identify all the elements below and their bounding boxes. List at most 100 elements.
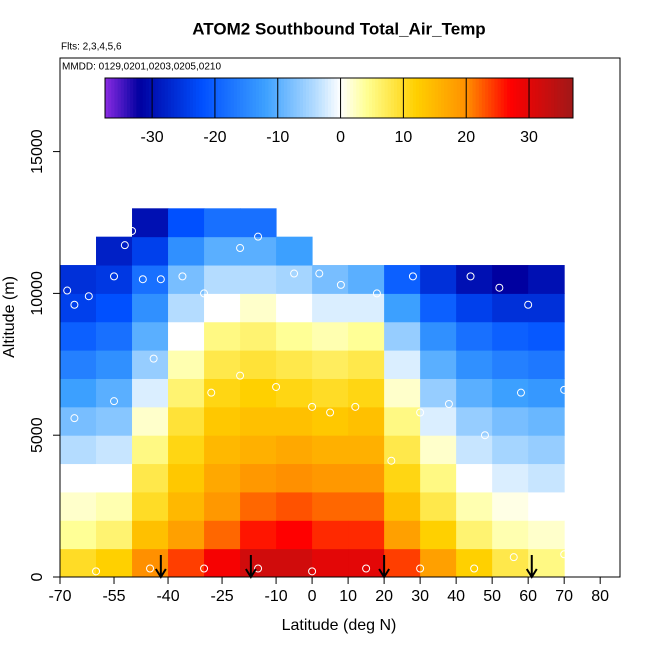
colorbar-strip <box>328 78 332 118</box>
x-tick-label: 0 <box>308 588 317 605</box>
colorbar-strip <box>321 78 326 118</box>
colorbar-strip <box>142 78 147 118</box>
heat-cell <box>204 548 241 578</box>
heat-cell <box>384 435 421 465</box>
flight-point <box>480 431 489 440</box>
heat-cell <box>312 406 349 436</box>
heat-cell <box>384 378 421 408</box>
heat-cell <box>528 321 565 351</box>
colorbar-strip <box>334 78 338 118</box>
colorbar-strip <box>381 78 385 118</box>
heat-cell <box>60 350 97 379</box>
heat-cell <box>240 208 277 238</box>
heat-cell <box>168 491 205 521</box>
heat-cell <box>456 435 493 465</box>
flight-point <box>110 272 119 281</box>
colorbar-strip <box>296 78 301 118</box>
heat-cell <box>60 406 97 436</box>
colorbar-strip <box>450 78 455 118</box>
colorbar-strip <box>437 78 442 118</box>
colorbar-strip <box>503 78 508 118</box>
heat-cell <box>204 435 241 465</box>
heat-cell <box>528 265 565 294</box>
colorbar-strip <box>174 78 178 118</box>
colorbar-strip <box>428 78 433 118</box>
heat-cell <box>240 463 277 493</box>
colorbar-strip <box>117 78 122 118</box>
colorbar-strip <box>359 78 363 118</box>
heat-cell <box>276 406 313 436</box>
colorbar-strip <box>236 78 241 118</box>
flight-point <box>524 300 533 309</box>
colorbar-strip <box>557 78 561 118</box>
heat-cell <box>276 435 313 465</box>
colorbar-strip <box>240 78 244 118</box>
flight-point <box>63 286 72 295</box>
colorbar-strip <box>403 78 407 118</box>
colorbar-strip <box>252 78 257 118</box>
colorbar-strip <box>309 78 313 118</box>
colorbar-strip <box>481 78 486 118</box>
heat-cell <box>60 491 97 521</box>
heat-cell <box>204 491 241 521</box>
heat-cell <box>276 265 313 294</box>
heat-cell <box>492 548 529 578</box>
heat-cell <box>204 321 241 351</box>
heat-cell <box>96 236 133 266</box>
flight-point <box>509 553 518 562</box>
colorbar-strip <box>290 78 294 118</box>
heat-cell <box>384 520 421 550</box>
colorbar-strip <box>390 78 395 118</box>
colorbar-strip <box>422 78 426 118</box>
heat-cell <box>348 406 385 436</box>
flight-point <box>387 456 396 465</box>
heat-cell <box>312 435 349 465</box>
heat-cell <box>276 520 313 550</box>
colorbar-strip <box>280 78 285 118</box>
colorbar-strip <box>488 78 492 118</box>
colorbar-strip <box>306 78 310 118</box>
colorbar-strip <box>384 78 389 118</box>
colorbar-strip <box>312 78 316 118</box>
heat-cell <box>348 520 385 550</box>
heat-cell <box>96 491 133 521</box>
colorbar-strip <box>208 78 213 118</box>
heat-cell <box>420 265 457 294</box>
heat-cell <box>168 293 205 323</box>
colorbar-strip <box>139 78 144 118</box>
flight-point <box>336 280 345 289</box>
heat-cell <box>456 406 493 436</box>
heat-cell <box>276 350 313 379</box>
colorbar-strip <box>554 78 558 118</box>
heat-cell <box>456 293 493 323</box>
colorbar-strip <box>130 78 134 118</box>
colorbar-strip <box>353 78 357 118</box>
heat-cell <box>132 378 169 408</box>
heat-cell <box>168 378 205 408</box>
flight-point <box>326 408 335 417</box>
heat-cell <box>492 321 529 351</box>
flight-point <box>138 275 147 284</box>
flight-point <box>416 564 425 573</box>
heat-cell <box>420 293 457 323</box>
flight-point <box>84 292 93 301</box>
x-tick-label: 30 <box>411 588 429 605</box>
heat-cell <box>204 208 241 238</box>
colorbar-tick-label: -20 <box>203 129 226 146</box>
colorbar-strip <box>265 78 269 118</box>
x-tick-label: 70 <box>555 588 573 605</box>
colorbar-strip <box>136 78 140 118</box>
colorbar-strip <box>183 78 188 118</box>
colorbar-strip <box>560 78 564 118</box>
heat-cell <box>168 463 205 493</box>
heat-cell <box>384 321 421 351</box>
heat-cell <box>420 350 457 379</box>
y-axis-label: Altitude (m) <box>1 276 18 358</box>
colorbar-strip <box>161 78 166 118</box>
heat-cell <box>492 435 529 465</box>
heat-cell <box>132 491 169 521</box>
heat-cell <box>456 463 493 493</box>
colorbar-strip <box>387 78 392 118</box>
heat-cell <box>96 293 133 323</box>
